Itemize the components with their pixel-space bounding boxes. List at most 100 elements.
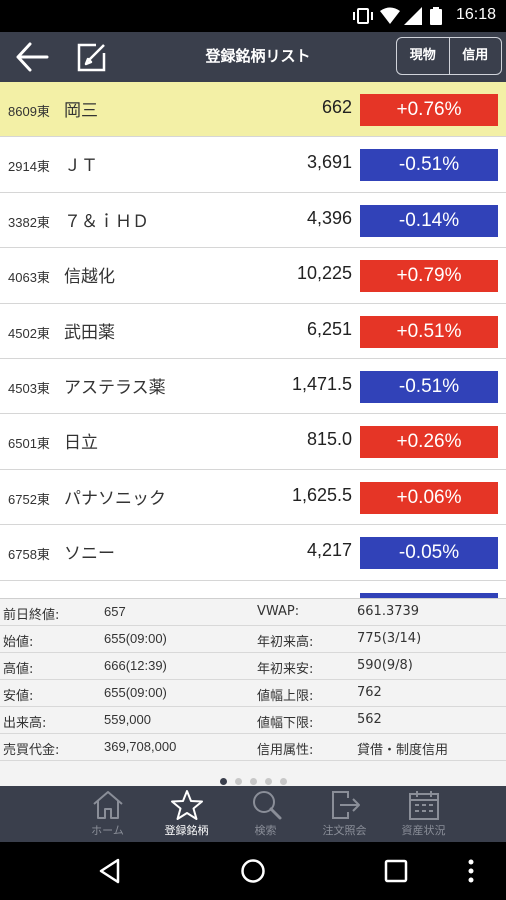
detail-row: 始値: 655(09:00) 年初来高: 775(3/14) bbox=[0, 626, 506, 653]
account-type-toggle: 現物 信用 bbox=[396, 37, 502, 75]
page-dot bbox=[249, 778, 257, 785]
stock-row[interactable]: 4063東 信越化 10,225 +0.79% bbox=[0, 248, 506, 304]
stock-name: 岡三 bbox=[64, 101, 98, 121]
vibrate-icon bbox=[353, 8, 373, 24]
stock-row[interactable]: 3382東 ７＆ｉＨＤ 4,396 -0.14% bbox=[0, 192, 506, 249]
detail-row: 前日終値: 657 VWAP: 661.3739 bbox=[0, 599, 506, 626]
stock-row[interactable]: 8609東 岡三 662 +0.76% bbox=[0, 82, 506, 138]
stock-row[interactable]: 6501東 日立 815.0 +0.26% bbox=[0, 414, 506, 470]
tab-assets[interactable]: 資産状況 bbox=[384, 786, 463, 842]
change-percent-badge[interactable]: -0.51% bbox=[360, 149, 498, 182]
change-percent-badge[interactable]: -0.14% bbox=[360, 204, 498, 237]
detail-row: 売買代金: 369,708,000 信用属性: 貸借・制度信用 bbox=[0, 734, 506, 761]
tab-label: 資産状況 bbox=[401, 824, 446, 837]
detail-value: 775(3/14) bbox=[357, 631, 422, 646]
detail-label: 年初来安: bbox=[257, 662, 314, 677]
detail-label: 値幅下限: bbox=[257, 716, 314, 731]
stock-code: 6501東 bbox=[8, 436, 50, 452]
stock-name: ＪＴ bbox=[64, 156, 98, 177]
change-percent-badge[interactable]: -0.51% bbox=[360, 370, 498, 403]
detail-label: 値幅上限: bbox=[257, 689, 314, 704]
wifi-icon bbox=[380, 7, 400, 24]
stock-code: 3382東 bbox=[8, 214, 50, 230]
signal-icon bbox=[404, 7, 422, 25]
nav-home-icon[interactable] bbox=[239, 857, 267, 885]
detail-value: 762 bbox=[357, 685, 382, 700]
segment-cash-button[interactable]: 現物 bbox=[409, 48, 436, 63]
tab-label: ホーム bbox=[91, 824, 124, 837]
tab-bar: ホーム 登録銘柄 検索 注文照会 資産状況 bbox=[0, 786, 506, 842]
page-dot bbox=[264, 778, 272, 785]
stock-name: ７＆ｉＨＤ bbox=[64, 211, 149, 232]
detail-label: 始値: bbox=[3, 635, 34, 650]
change-percent-badge[interactable]: +0.76% bbox=[360, 94, 498, 126]
stock-name: パナソニック bbox=[64, 488, 166, 509]
page-title: 登録銘柄リスト bbox=[205, 47, 311, 65]
stock-row[interactable] bbox=[0, 580, 506, 598]
page-indicator bbox=[0, 770, 506, 786]
stock-price: 4,396 bbox=[306, 207, 352, 228]
detail-label: VWAP: bbox=[257, 604, 300, 619]
segment-margin-button[interactable]: 信用 bbox=[448, 38, 502, 74]
detail-label: 出来高: bbox=[3, 716, 47, 731]
stock-price: 4,217 bbox=[306, 540, 352, 561]
stock-price: 10,225 bbox=[296, 263, 352, 284]
edit-icon[interactable] bbox=[74, 40, 110, 74]
status-bar: 16:18 bbox=[0, 0, 506, 32]
tab-label: 検索 bbox=[254, 824, 277, 837]
page-dot bbox=[219, 778, 227, 785]
detail-value: 661.3739 bbox=[357, 604, 420, 619]
stock-price: 1,625.5 bbox=[291, 484, 352, 505]
detail-label: 信用属性: bbox=[257, 743, 314, 758]
tab-home[interactable]: ホーム bbox=[68, 786, 147, 842]
stock-price: 3,691 bbox=[306, 152, 352, 173]
tab-label: 注文照会 bbox=[322, 824, 367, 837]
search-icon bbox=[252, 791, 281, 820]
stock-price: 6,251 bbox=[306, 318, 352, 339]
stock-name: ソニー bbox=[64, 544, 115, 565]
detail-row: 高値: 666(12:39) 年初来安: 590(9/8) bbox=[0, 653, 506, 680]
nav-back-icon[interactable] bbox=[96, 857, 124, 885]
tab-watchlist[interactable]: 登録銘柄 bbox=[147, 786, 226, 842]
detail-value: 655(09:00) bbox=[104, 685, 167, 700]
stock-row[interactable]: 6752東 パナソニック 1,625.5 +0.06% bbox=[0, 469, 506, 526]
stock-price: 662 bbox=[321, 97, 352, 117]
stock-name: 武田薬 bbox=[64, 322, 115, 343]
watchlist[interactable]: 8609東 岡三 662 +0.76% 2914東 ＪＴ 3,691 -0.51% 3382東 ７… bbox=[0, 82, 506, 598]
tab-search[interactable]: 検索 bbox=[226, 786, 305, 842]
detail-value: 655(09:00) bbox=[104, 631, 167, 646]
detail-value: 562 bbox=[357, 712, 382, 727]
stock-code: 8609東 bbox=[8, 104, 50, 119]
stock-price: 1,471.5 bbox=[291, 373, 352, 394]
detail-row: 出来高: 559,000 値幅下限: 562 bbox=[0, 707, 506, 734]
stock-row[interactable]: 2914東 ＪＴ 3,691 -0.51% bbox=[0, 137, 506, 193]
stock-name: アステラス薬 bbox=[64, 377, 166, 398]
stock-price: 815.0 bbox=[306, 429, 352, 450]
change-percent-badge[interactable]: +0.06% bbox=[360, 481, 498, 514]
detail-row: 安値: 655(09:00) 値幅上限: 762 bbox=[0, 680, 506, 707]
back-arrow-icon[interactable] bbox=[14, 40, 50, 74]
detail-value: 657 bbox=[104, 604, 126, 619]
detail-value: 369,708,000 bbox=[104, 739, 177, 754]
tab-order-inquiry[interactable]: 注文照会 bbox=[305, 786, 384, 842]
detail-label: 安値: bbox=[3, 689, 34, 704]
change-percent-badge[interactable]: -0.05% bbox=[360, 537, 498, 570]
stock-row[interactable]: 6758東 ソニー 4,217 -0.05% bbox=[0, 525, 506, 581]
stock-name: 信越化 bbox=[64, 267, 115, 288]
clock: 16:18 bbox=[455, 6, 496, 23]
change-percent-badge[interactable]: +0.51% bbox=[360, 315, 498, 348]
stock-row[interactable]: 4502東 武田薬 6,251 +0.51% bbox=[0, 303, 506, 359]
app-bar: 登録銘柄リスト bbox=[0, 32, 506, 82]
stock-name: 日立 bbox=[64, 433, 98, 454]
stock-row[interactable]: 4503東 アステラス薬 1,471.5 -0.51% bbox=[0, 358, 506, 415]
home-icon bbox=[92, 791, 123, 819]
nav-recents-icon[interactable] bbox=[382, 857, 410, 885]
change-percent-badge[interactable]: +0.79% bbox=[360, 260, 498, 293]
calendar-icon bbox=[408, 791, 439, 820]
detail-value: 559,000 bbox=[104, 712, 151, 727]
overflow-menu-icon[interactable] bbox=[457, 857, 485, 885]
stock-code: 4503東 bbox=[8, 380, 50, 396]
change-percent-badge[interactable] bbox=[360, 592, 498, 598]
battery-icon bbox=[430, 7, 442, 25]
change-percent-badge[interactable]: +0.26% bbox=[360, 426, 498, 459]
